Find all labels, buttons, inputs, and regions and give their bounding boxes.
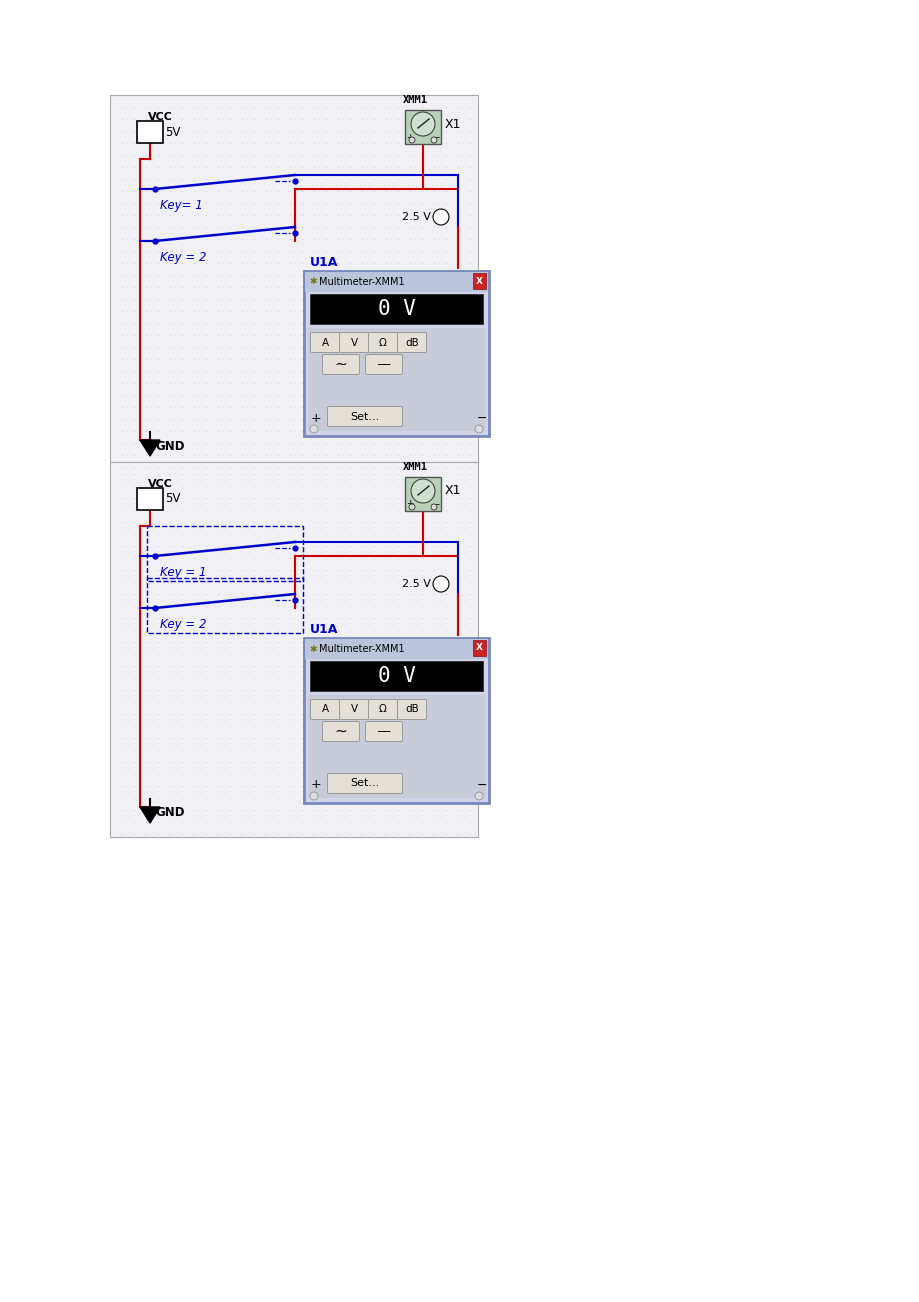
Text: U1A: U1A xyxy=(310,622,338,635)
Bar xyxy=(147,526,302,581)
Text: GND: GND xyxy=(154,806,185,819)
Bar xyxy=(404,477,440,510)
Polygon shape xyxy=(140,440,160,456)
Bar xyxy=(404,109,440,145)
Text: 0 V: 0 V xyxy=(377,667,415,686)
FancyBboxPatch shape xyxy=(397,699,426,720)
Circle shape xyxy=(430,504,437,510)
FancyBboxPatch shape xyxy=(323,354,359,375)
FancyBboxPatch shape xyxy=(369,332,397,353)
Text: dB: dB xyxy=(404,337,418,348)
FancyBboxPatch shape xyxy=(365,354,403,375)
Circle shape xyxy=(411,479,435,503)
Text: 2.5 V: 2.5 V xyxy=(402,212,430,223)
Bar xyxy=(472,273,485,289)
Bar xyxy=(137,121,163,143)
Text: Multimeter-XMM1: Multimeter-XMM1 xyxy=(319,644,404,654)
Text: +: + xyxy=(311,779,322,792)
FancyBboxPatch shape xyxy=(327,406,403,427)
Text: X1: X1 xyxy=(445,484,461,497)
Text: V: V xyxy=(350,704,357,715)
Text: GND: GND xyxy=(154,440,185,453)
Circle shape xyxy=(433,575,448,592)
Text: VCC: VCC xyxy=(148,479,173,490)
Text: VCC: VCC xyxy=(148,112,173,122)
FancyBboxPatch shape xyxy=(303,271,489,436)
Bar xyxy=(472,641,485,656)
Text: +: + xyxy=(406,133,414,142)
Polygon shape xyxy=(140,807,160,823)
Text: ✱: ✱ xyxy=(309,644,316,654)
Text: 0 V: 0 V xyxy=(377,299,415,319)
Text: V: V xyxy=(350,337,357,348)
Text: X: X xyxy=(475,643,482,652)
Bar xyxy=(137,488,163,510)
Text: ―: ― xyxy=(378,358,390,371)
Bar xyxy=(308,328,484,431)
Circle shape xyxy=(474,424,482,434)
Text: A: A xyxy=(321,337,328,348)
Bar xyxy=(310,294,482,324)
Text: Multimeter-XMM1: Multimeter-XMM1 xyxy=(319,277,404,286)
Text: −: − xyxy=(432,133,439,142)
FancyBboxPatch shape xyxy=(339,332,369,353)
Bar xyxy=(147,578,302,633)
Circle shape xyxy=(411,112,435,135)
FancyBboxPatch shape xyxy=(397,332,426,353)
Bar xyxy=(110,95,478,470)
Text: A: A xyxy=(321,704,328,715)
Circle shape xyxy=(409,504,414,510)
Bar xyxy=(305,639,487,659)
Text: −: − xyxy=(432,500,439,509)
Text: Key = 1: Key = 1 xyxy=(160,566,206,579)
FancyBboxPatch shape xyxy=(339,699,369,720)
Bar xyxy=(110,462,478,837)
Text: +: + xyxy=(311,411,322,424)
Text: +: + xyxy=(406,500,414,509)
Text: −: − xyxy=(476,779,487,792)
Bar xyxy=(310,661,482,691)
FancyBboxPatch shape xyxy=(369,699,397,720)
Text: dB: dB xyxy=(404,704,418,715)
Circle shape xyxy=(430,137,437,143)
Bar xyxy=(305,272,487,292)
Text: ―: ― xyxy=(378,725,390,738)
Circle shape xyxy=(409,137,414,143)
FancyBboxPatch shape xyxy=(311,332,339,353)
Text: XMM1: XMM1 xyxy=(403,95,427,105)
Text: −: − xyxy=(476,411,487,424)
Bar xyxy=(308,695,484,798)
Circle shape xyxy=(474,792,482,799)
Text: Set...: Set... xyxy=(350,779,380,789)
Text: Key= 1: Key= 1 xyxy=(160,199,202,212)
Text: X1: X1 xyxy=(445,117,461,130)
Text: Ω: Ω xyxy=(379,704,387,715)
Text: Ω: Ω xyxy=(379,337,387,348)
FancyBboxPatch shape xyxy=(303,638,489,803)
Text: U1A: U1A xyxy=(310,256,338,270)
Circle shape xyxy=(310,792,318,799)
Text: ∼: ∼ xyxy=(335,357,347,372)
FancyBboxPatch shape xyxy=(311,699,339,720)
Text: Key = 2: Key = 2 xyxy=(160,251,206,264)
Circle shape xyxy=(310,424,318,434)
FancyBboxPatch shape xyxy=(327,773,403,793)
Text: XMM1: XMM1 xyxy=(403,462,427,473)
Text: 5V: 5V xyxy=(165,492,180,505)
Text: 2.5 V: 2.5 V xyxy=(402,579,430,589)
Text: X: X xyxy=(475,276,482,285)
Text: 5V: 5V xyxy=(165,125,180,138)
Circle shape xyxy=(433,210,448,225)
Text: ✱: ✱ xyxy=(309,277,316,286)
FancyBboxPatch shape xyxy=(365,721,403,742)
FancyBboxPatch shape xyxy=(323,721,359,742)
Text: ∼: ∼ xyxy=(335,724,347,740)
Text: Set...: Set... xyxy=(350,411,380,422)
Text: Key = 2: Key = 2 xyxy=(160,618,206,631)
